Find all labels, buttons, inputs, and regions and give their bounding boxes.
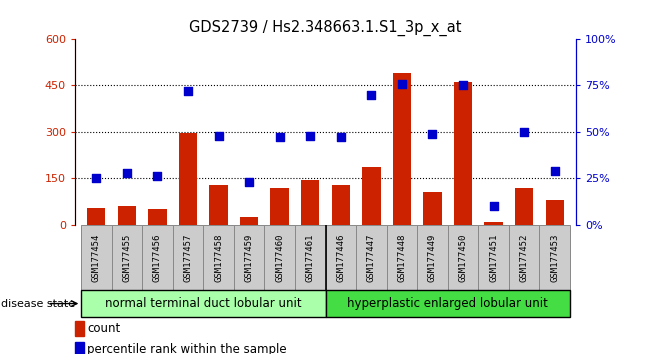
Bar	[423, 192, 441, 225]
Bar	[509, 225, 540, 290]
Title: GDS2739 / Hs2.348663.1.S1_3p_x_at: GDS2739 / Hs2.348663.1.S1_3p_x_at	[189, 20, 462, 36]
Text: GSM177456: GSM177456	[153, 233, 162, 282]
Bar	[118, 206, 136, 225]
Text: GSM177447: GSM177447	[367, 233, 376, 282]
Text: GSM177448: GSM177448	[397, 233, 406, 282]
Text: GSM177450: GSM177450	[458, 233, 467, 282]
Point	[244, 179, 255, 185]
Bar	[356, 225, 387, 290]
Bar	[203, 225, 234, 290]
Text: count: count	[87, 322, 120, 335]
Bar	[387, 225, 417, 290]
Bar	[81, 225, 111, 290]
Bar	[331, 184, 350, 225]
Text: GSM177460: GSM177460	[275, 233, 284, 282]
Bar	[484, 222, 503, 225]
Text: GSM177454: GSM177454	[92, 233, 101, 282]
Point	[122, 170, 132, 176]
Bar	[301, 180, 320, 225]
Bar	[448, 225, 478, 290]
Text: hyperplastic enlarged lobular unit: hyperplastic enlarged lobular unit	[348, 297, 548, 310]
Point	[366, 92, 376, 97]
Bar	[75, 321, 84, 336]
Bar	[173, 225, 203, 290]
Bar	[142, 225, 173, 290]
Point	[152, 173, 163, 179]
Bar	[234, 225, 264, 290]
Point	[214, 133, 224, 138]
Bar	[179, 133, 197, 225]
Text: GSM177446: GSM177446	[337, 233, 345, 282]
Text: GSM177455: GSM177455	[122, 233, 132, 282]
Bar	[87, 208, 105, 225]
Bar	[478, 225, 509, 290]
Text: GSM177451: GSM177451	[489, 233, 498, 282]
Point	[549, 168, 560, 174]
Point	[275, 135, 285, 140]
Point	[396, 81, 407, 86]
Bar	[75, 342, 84, 354]
Bar	[417, 225, 448, 290]
Text: normal terminal duct lobular unit: normal terminal duct lobular unit	[105, 297, 301, 310]
Text: GSM177449: GSM177449	[428, 233, 437, 282]
Bar	[326, 225, 356, 290]
Bar	[540, 225, 570, 290]
Text: GSM177452: GSM177452	[519, 233, 529, 282]
Bar	[81, 290, 326, 317]
Text: GSM177458: GSM177458	[214, 233, 223, 282]
Point	[519, 129, 529, 135]
Text: GSM177461: GSM177461	[306, 233, 314, 282]
Bar	[264, 225, 295, 290]
Bar	[515, 188, 533, 225]
Point	[458, 82, 468, 88]
Bar	[148, 209, 167, 225]
Text: GSM177453: GSM177453	[550, 233, 559, 282]
Bar	[546, 200, 564, 225]
Bar	[270, 188, 289, 225]
Bar	[111, 225, 142, 290]
Point	[183, 88, 193, 94]
Bar	[295, 225, 326, 290]
Bar	[362, 167, 381, 225]
Text: GSM177459: GSM177459	[245, 233, 254, 282]
Text: percentile rank within the sample: percentile rank within the sample	[87, 343, 287, 354]
Point	[335, 135, 346, 140]
Text: GSM177457: GSM177457	[184, 233, 193, 282]
Point	[488, 203, 499, 209]
Bar	[210, 184, 228, 225]
Bar	[393, 73, 411, 225]
Point	[305, 133, 316, 138]
Point	[427, 131, 437, 137]
Text: disease state: disease state	[1, 298, 75, 309]
Bar	[326, 290, 570, 317]
Bar	[240, 217, 258, 225]
Point	[91, 176, 102, 181]
Bar	[454, 82, 472, 225]
